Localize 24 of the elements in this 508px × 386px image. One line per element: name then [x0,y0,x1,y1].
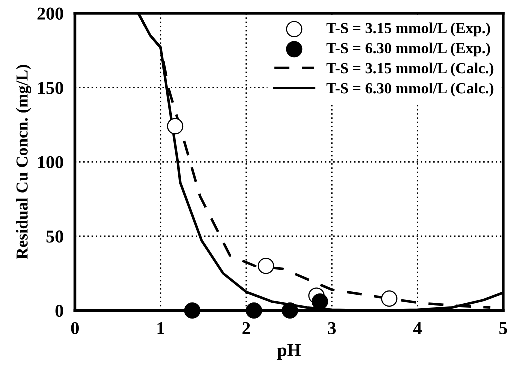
y-tick-label: 0 [56,304,64,318]
legend-label: T-S = 3.15 mmol/L (Exp.) [326,22,490,37]
y-tick-label: 200 [38,8,64,20]
point [167,118,184,135]
x-tick-label: 2 [242,322,250,334]
point [258,258,274,274]
x-tick-label: 5 [500,322,508,335]
point [312,294,328,310]
x-tick-label: 0 [71,322,80,335]
point [184,302,201,319]
x-axis-title: pH [277,344,302,360]
legend-label: T-S = 6.30 mmol/L (Calc.) [326,82,494,97]
x-tick-label: 3 [328,322,336,335]
legend-label: T-S = 6.30 mmol/L (Exp.) [326,42,490,57]
y-axis-title: Residual Cu Concn. (mg/L) [16,65,32,260]
point [246,302,262,319]
y-tick-label: 150 [38,82,64,94]
point [381,290,398,308]
point [282,302,298,319]
legend-label: T-S = 3.15 mmol/L (Calc.) [326,62,494,77]
x-tick-label: 4 [414,322,422,334]
x-tick-label: 1 [158,322,164,334]
y-tick-label: 100 [38,156,64,169]
y-tick-label: 50 [46,230,64,243]
